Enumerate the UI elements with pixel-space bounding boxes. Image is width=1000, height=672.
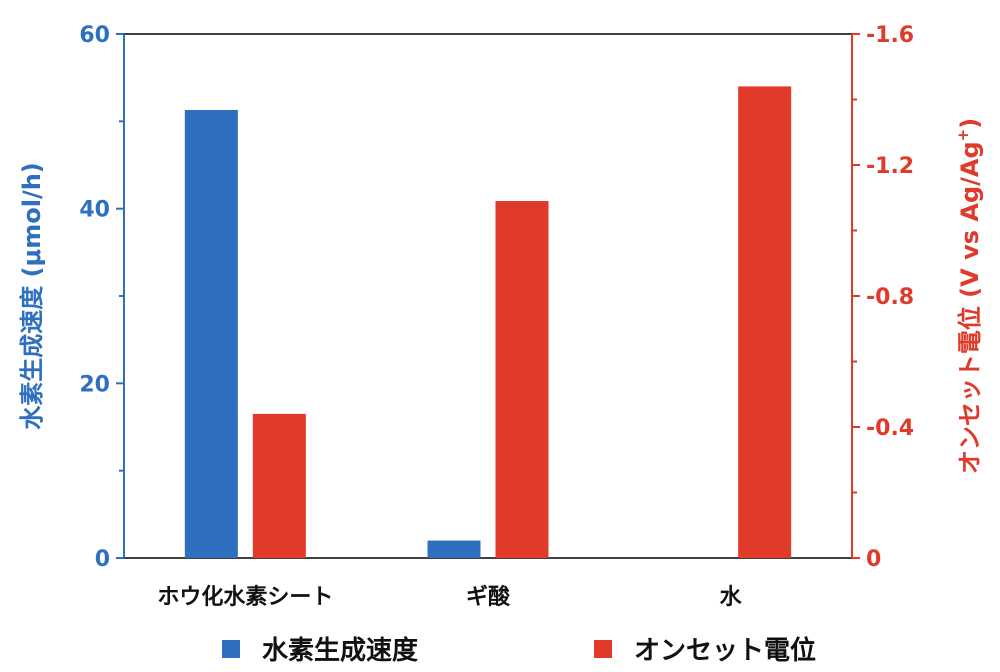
right-tick-label: -1.6 <box>866 23 914 48</box>
right-tick-label: -0.8 <box>866 285 914 310</box>
left-tick-label: 20 <box>79 372 110 397</box>
right-tick-label: 0 <box>866 547 881 572</box>
right-axis-title-superscript: + <box>954 129 972 142</box>
bar-hydrogen-rate <box>427 540 481 558</box>
bar-onset-potential <box>738 86 792 559</box>
bar-onset-potential <box>495 201 549 558</box>
right-tick-label: -1.2 <box>866 154 914 179</box>
right-axis: 0 -0.4 -0.8 -1.2 -1.6 <box>851 23 914 572</box>
legend-label-onset-potential: オンセット電位 <box>634 635 816 666</box>
left-tick-label: 0 <box>95 547 110 572</box>
bar-hydrogen-rate <box>184 109 238 558</box>
legend: 水素生成速度 オンセット電位 <box>222 635 816 666</box>
category-labels: ホウ化水素シート ギ酸 水 <box>157 584 742 610</box>
right-axis-title: オンセット電位 (V vs Ag/Ag+) <box>954 118 984 474</box>
right-tick-label: -0.4 <box>866 416 914 441</box>
left-tick-label: 60 <box>79 23 110 48</box>
left-axis-title: 水素生成速度 (μmol/h) <box>18 162 46 430</box>
category-label: ホウ化水素シート <box>157 584 333 610</box>
left-axis: 0 20 40 60 <box>79 23 125 572</box>
legend-swatch-onset-potential <box>594 640 612 658</box>
bars <box>184 86 792 559</box>
left-tick-label: 40 <box>79 198 110 223</box>
bar-onset-potential <box>252 413 306 558</box>
right-axis-title-main: オンセット電位 (V vs Ag/Ag <box>956 141 984 474</box>
legend-label-hydrogen-rate: 水素生成速度 <box>262 635 418 666</box>
category-label: ギ酸 <box>466 585 511 610</box>
legend-swatch-hydrogen-rate <box>222 640 240 658</box>
category-label: 水 <box>720 585 743 610</box>
plot-frame <box>124 33 852 559</box>
right-axis-title-end: ) <box>956 118 984 129</box>
